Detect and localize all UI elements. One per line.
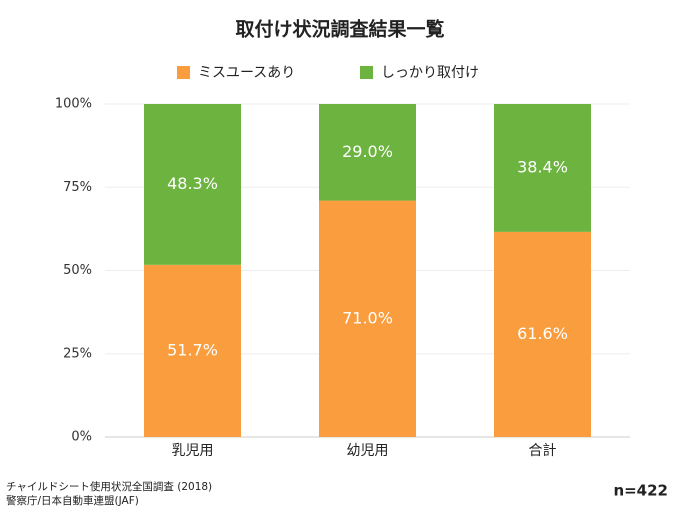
bar-segment [319,200,416,437]
bar-segment [494,231,591,437]
y-tick-label: 75% [63,180,92,195]
sample-size: n=422 [613,482,668,500]
value-label: 38.4% [517,157,568,176]
source-note: 警察庁/日本自動車連盟(JAF) [6,494,139,507]
bar-segment [144,264,241,437]
y-tick-label: 25% [63,346,92,361]
x-tick-label: 乳児用 [172,443,214,459]
chart-title: 取付け状況調査結果一覧 [235,18,444,41]
value-label: 51.7% [167,340,218,359]
value-label: 71.0% [342,308,393,327]
value-label: 29.0% [342,142,393,161]
legend-label: しっかり取付け [381,65,479,81]
value-label: 48.3% [167,174,218,193]
bar-segment [144,104,241,265]
legend-swatch [360,66,373,79]
x-tick-label: 合計 [529,443,557,459]
y-tick-label: 100% [55,97,92,112]
legend-swatch [177,66,190,79]
bar-segment [494,104,591,232]
legend-label: ミスユースあり [198,65,295,81]
y-tick-label: 50% [63,263,92,278]
bar-segment [319,104,416,201]
value-label: 61.6% [517,324,568,343]
source-note: チャイルドシート使用状況全国調査 (2018) [6,480,212,493]
y-tick-label: 0% [71,430,92,445]
x-tick-label: 幼児用 [347,443,389,459]
